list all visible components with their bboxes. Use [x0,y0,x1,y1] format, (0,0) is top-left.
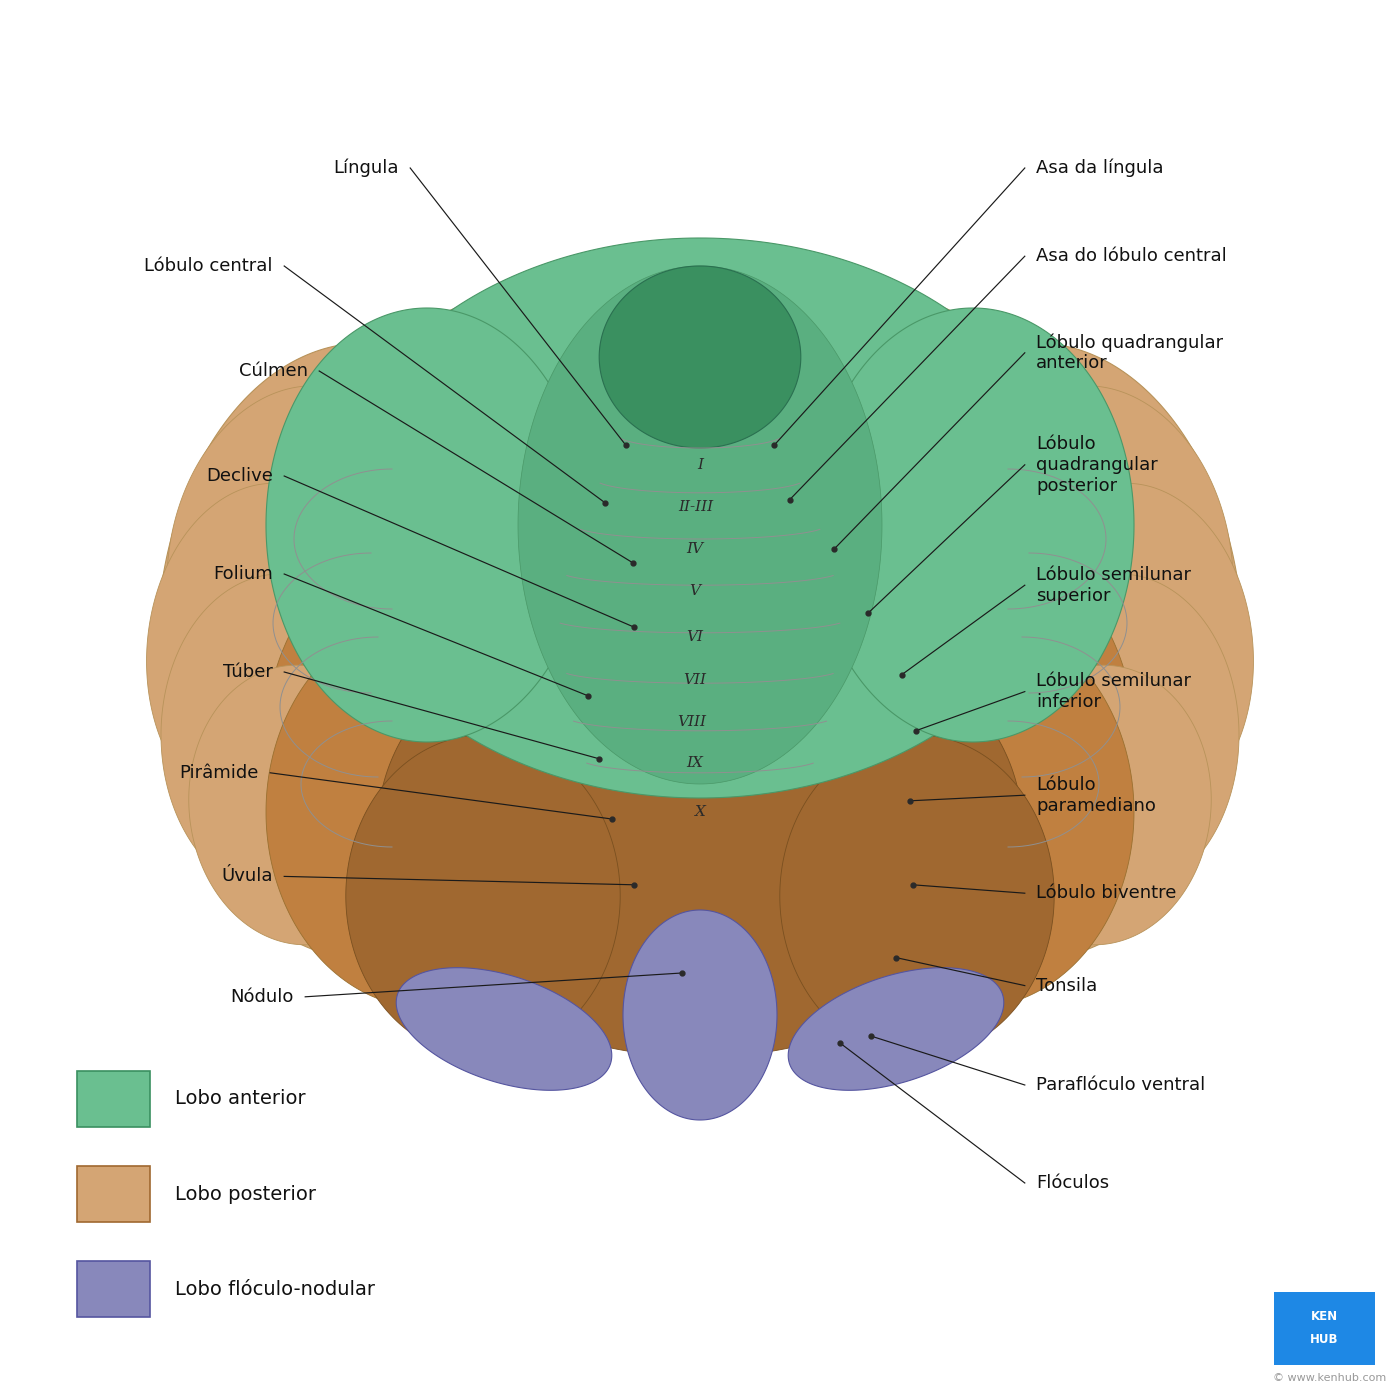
Text: KEN: KEN [1310,1309,1338,1323]
Text: Lóbulo
paramediano: Lóbulo paramediano [1036,776,1156,815]
Polygon shape [161,574,399,896]
FancyBboxPatch shape [77,1166,150,1222]
FancyBboxPatch shape [77,1261,150,1317]
Text: Folium: Folium [213,566,273,582]
Text: Nódulo: Nódulo [231,988,294,1005]
Polygon shape [378,595,1022,1057]
Polygon shape [266,427,1134,1043]
Polygon shape [623,910,777,1120]
Text: X: X [694,805,706,819]
Text: IV: IV [686,542,703,556]
FancyBboxPatch shape [1274,1292,1375,1365]
Text: Lobo posterior: Lobo posterior [175,1184,316,1204]
Polygon shape [788,967,1004,1091]
FancyBboxPatch shape [77,1071,150,1127]
Text: VI: VI [686,630,703,644]
Text: Lóbulo semilunar
inferior: Lóbulo semilunar inferior [1036,672,1191,711]
Text: Úvula: Úvula [221,868,273,885]
Polygon shape [157,343,571,959]
Text: Lóbulo central: Lóbulo central [144,258,273,274]
Polygon shape [987,665,1211,945]
Polygon shape [518,266,882,784]
Polygon shape [203,259,1197,1015]
Text: Cúlmen: Cúlmen [239,363,308,379]
Text: I: I [697,458,703,472]
Polygon shape [829,343,1243,959]
Text: Lóbulo quadrangular
anterior: Lóbulo quadrangular anterior [1036,333,1224,372]
Text: HUB: HUB [1310,1333,1338,1347]
Text: Lóbulo semilunar
superior: Lóbulo semilunar superior [1036,566,1191,605]
Polygon shape [599,266,801,448]
Text: VIII: VIII [678,715,706,729]
Text: Língula: Língula [333,158,399,178]
Polygon shape [812,616,1134,1008]
Text: Lóbulo
quadrangular
posterior: Lóbulo quadrangular posterior [1036,435,1158,494]
Text: Asa da língula: Asa da língula [1036,158,1163,178]
Text: Lobo flóculo-nodular: Lobo flóculo-nodular [175,1280,375,1299]
Text: IX: IX [686,756,703,770]
Text: VII: VII [683,673,706,687]
Polygon shape [1001,574,1239,896]
Polygon shape [965,386,1233,748]
Polygon shape [812,308,1134,742]
Polygon shape [346,735,620,1057]
Text: V: V [689,584,700,598]
Polygon shape [329,238,1071,798]
Polygon shape [266,616,588,1008]
Polygon shape [396,967,612,1091]
Text: Lobo anterior: Lobo anterior [175,1089,305,1109]
Polygon shape [1015,483,1253,819]
Text: Flóculos: Flóculos [1036,1175,1109,1191]
Polygon shape [189,665,413,945]
Text: Declive: Declive [206,468,273,484]
Text: II-III: II-III [678,500,714,514]
Polygon shape [780,735,1054,1057]
Polygon shape [266,308,588,742]
Text: Paraflóculo ventral: Paraflóculo ventral [1036,1077,1205,1093]
Text: Pirâmide: Pirâmide [179,764,259,781]
Text: Tonsila: Tonsila [1036,977,1098,994]
Polygon shape [167,386,435,748]
Text: Lóbulo biventre: Lóbulo biventre [1036,885,1176,902]
Text: Túber: Túber [223,664,273,680]
Text: © www.kenhub.com: © www.kenhub.com [1273,1373,1386,1383]
Text: Asa do lóbulo central: Asa do lóbulo central [1036,248,1226,265]
Polygon shape [147,483,385,819]
